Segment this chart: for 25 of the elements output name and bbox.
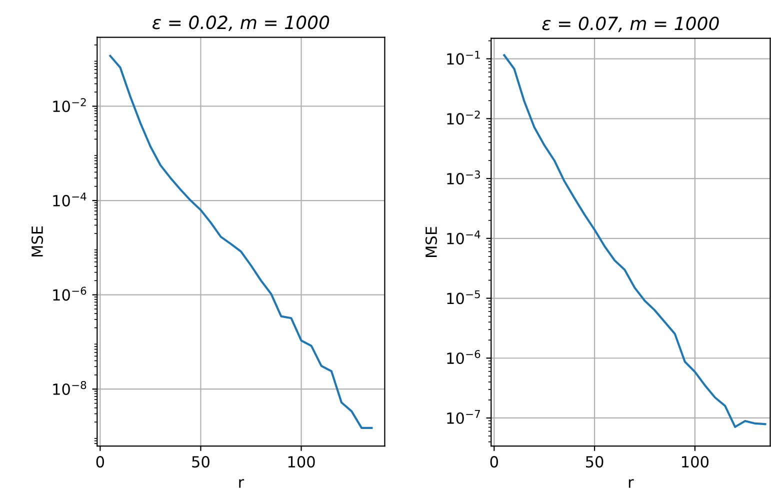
x-tick-label: 100 (288, 456, 315, 468)
y-tick-label: 10$^{−5}$ (447, 290, 480, 304)
y-axis-title: MSE (31, 226, 44, 256)
x-tick-label: 0 (96, 456, 104, 468)
y-tick-label: 10$^{−6}$ (53, 286, 86, 301)
y-tick-label: 10$^{−8}$ (53, 381, 86, 396)
x-tick-label: 50 (192, 456, 210, 468)
y-tick-label: 10$^{−6}$ (447, 350, 480, 364)
x-tick-label: 50 (586, 456, 604, 468)
y-tick-label: 10$^{−2}$ (447, 110, 480, 125)
y-tick-label: 10$^{−2}$ (53, 98, 86, 112)
x-axis-title: r (628, 479, 634, 488)
y-tick-label: 10$^{−7}$ (447, 410, 480, 424)
y-tick-label: 10$^{−4}$ (447, 230, 480, 244)
y-tick-label: 10$^{−3}$ (447, 170, 480, 184)
y-tick-label: 10$^{−4}$ (53, 192, 86, 206)
chart-title: ε = 0.02, m = 1000 (152, 16, 330, 32)
y-axis-title: MSE (425, 226, 437, 257)
chart-title: ε = 0.07, m = 1000 (542, 16, 719, 32)
line-series (109, 54, 373, 429)
x-tick-label: 0 (490, 456, 498, 468)
y-tick-label: 10$^{−1}$ (447, 50, 480, 65)
x-tick-label: 100 (682, 456, 708, 468)
x-axis-title: r (239, 479, 244, 488)
line-series (503, 54, 766, 428)
